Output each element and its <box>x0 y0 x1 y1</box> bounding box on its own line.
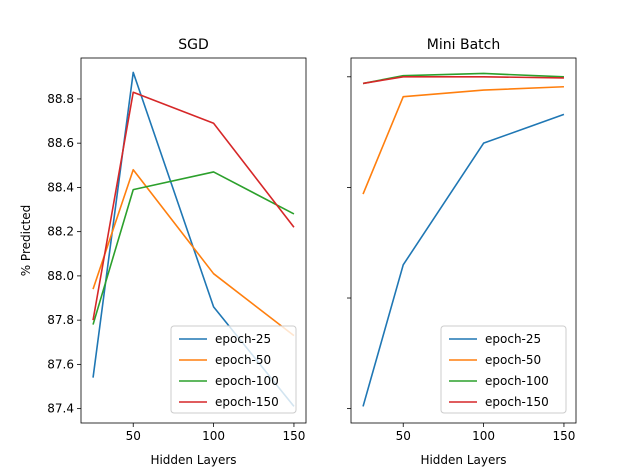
legend-box <box>170 325 297 414</box>
y-tick-label: 88.2 <box>47 225 74 239</box>
legend-label: epoch-50 <box>485 353 541 367</box>
panel-sgd: SGD 50 100 150 Hidden Layers 87.4 87.6 87.8 88.0… <box>19 37 307 467</box>
legend-label: epoch-25 <box>485 332 541 346</box>
legend-label: epoch-100 <box>215 374 279 388</box>
series-line-epoch-150 <box>362 76 564 85</box>
y-tick-label: 87.8 <box>47 313 74 327</box>
axes-frame <box>350 57 577 424</box>
x-axis-label: Hidden Layers <box>150 453 236 467</box>
legend-label: epoch-150 <box>215 395 279 409</box>
panel-mini-batch: Mini Batch 50 100 150 Hidden Layers epoch-25 e… <box>347 37 577 467</box>
y-tick-label: 87.4 <box>47 402 74 416</box>
legend-label: epoch-25 <box>215 332 271 346</box>
x-axis-label: Hidden Layers <box>420 453 506 467</box>
series-line-epoch-50 <box>92 168 295 337</box>
chart-title: Mini Batch <box>427 37 500 53</box>
series-line-epoch-100 <box>92 171 295 325</box>
legend-box <box>440 325 567 414</box>
x-tick-label: 100 <box>202 429 225 443</box>
x-tick-label: 150 <box>552 429 575 443</box>
series-line-epoch-25 <box>362 113 565 407</box>
y-tick-label: 88.8 <box>47 92 74 106</box>
chart-title: SGD <box>178 37 209 53</box>
legend-label: epoch-150 <box>485 395 549 409</box>
legend-label: epoch-50 <box>215 353 271 367</box>
legend-label: epoch-100 <box>485 374 549 388</box>
y-tick-label: 87.6 <box>47 357 74 371</box>
x-tick-label: 50 <box>396 429 411 443</box>
axes-frame <box>80 57 307 424</box>
y-tick-label: 88.0 <box>47 269 74 283</box>
x-tick-label: 150 <box>282 429 305 443</box>
x-tick-label: 100 <box>472 429 495 443</box>
x-tick-label: 50 <box>126 429 141 443</box>
y-tick-label: 88.6 <box>47 136 74 150</box>
series-line-epoch-50 <box>362 85 564 195</box>
y-axis-label: % Predicted <box>19 205 33 277</box>
series-line-epoch-150 <box>92 91 295 321</box>
y-tick-label: 88.4 <box>47 180 74 194</box>
